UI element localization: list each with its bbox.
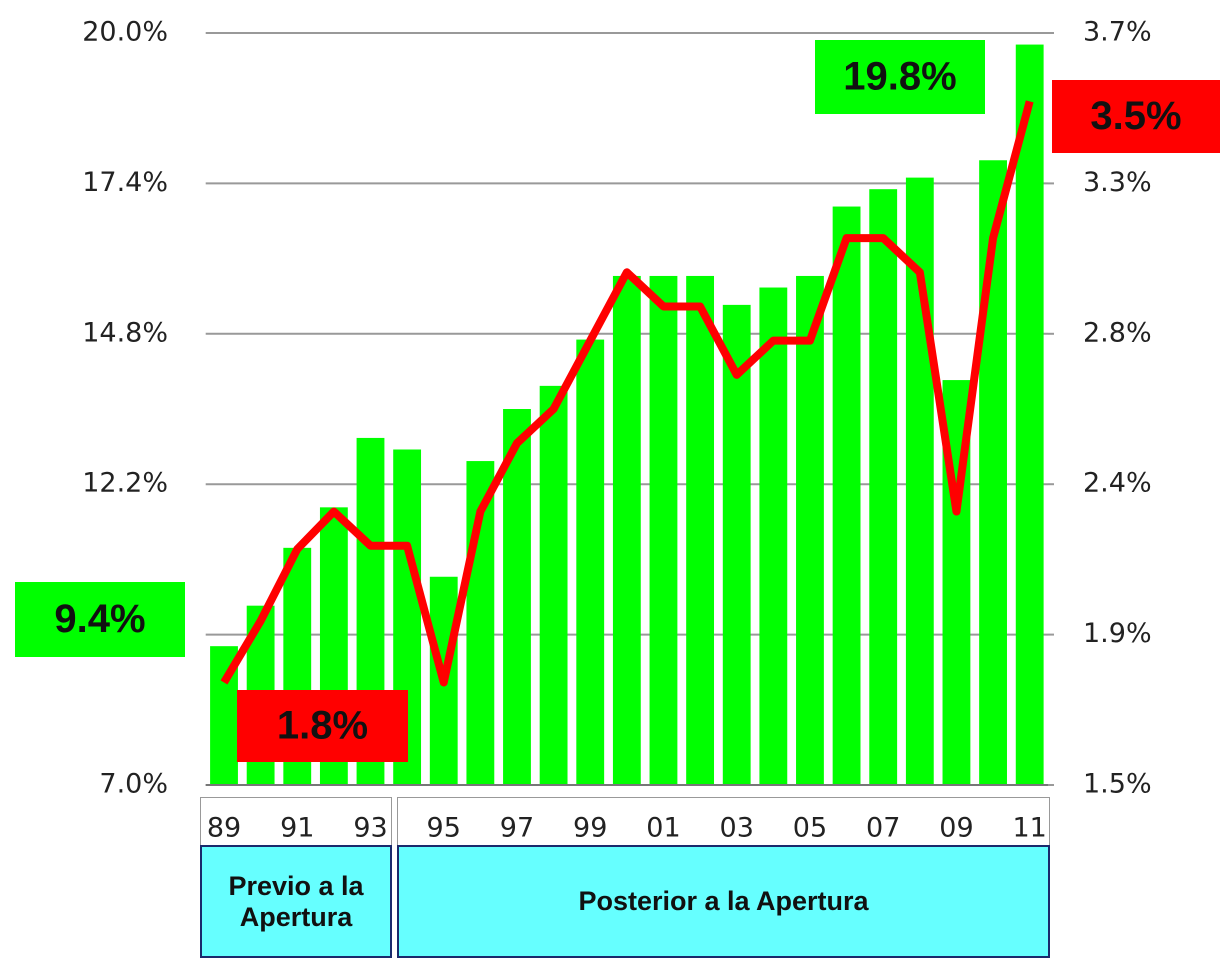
bar [686,275,715,785]
x-tick-label: 11 [1013,813,1047,844]
bar [503,409,531,785]
x-tick-label: 01 [646,813,680,844]
category-box [397,797,1050,846]
line [220,100,1034,687]
bar [722,304,751,785]
y-tick-label: 7.0% [99,769,168,800]
y2-tick-label: 1.5% [1083,769,1152,800]
bar [1015,44,1044,786]
x-tick-label: 97 [500,813,534,844]
y2-tick-label: 1.9% [1083,618,1152,649]
x-tick-label: 07 [866,813,900,844]
y2-tick-label: 3.7% [1083,17,1152,48]
value-label: 19.8% [843,55,956,99]
x-tick-label: 91 [280,813,314,844]
bar [612,275,641,785]
y2-tick-label: 2.8% [1083,317,1152,348]
value-label: 1.8% [277,704,368,748]
x-tick-label: 09 [939,813,973,844]
value-label-box [15,582,185,657]
bar [576,339,605,785]
bar [832,206,861,786]
group-label: Previo a la Apertura [200,845,392,958]
bar [539,385,568,785]
x-tick-label: 03 [720,813,754,844]
bar [796,275,824,785]
bar [649,275,678,785]
y-tick-label: 20.0% [82,17,168,48]
value-label-box [815,40,985,114]
value-label-box [1052,80,1220,153]
x-tick-label: 05 [793,813,827,844]
bar [759,287,788,785]
y2-tick-label: 3.3% [1083,167,1152,198]
value-label: 3.5% [1090,94,1181,138]
category-box [200,797,392,846]
value-label-box [237,690,408,762]
x-tick-label: 93 [353,813,387,844]
bar [869,189,898,785]
group-label: Posterior a la Apertura [397,845,1050,958]
y-tick-label: 17.4% [82,167,168,198]
x-tick-label: 95 [427,813,461,844]
y2-tick-label: 2.4% [1083,468,1152,499]
y-tick-label: 14.8% [82,317,168,348]
x-tick-label: 99 [573,813,607,844]
value-label: 9.4% [54,597,145,641]
y-tick-label: 12.2% [82,468,168,499]
x-tick-label: 89 [207,813,241,844]
